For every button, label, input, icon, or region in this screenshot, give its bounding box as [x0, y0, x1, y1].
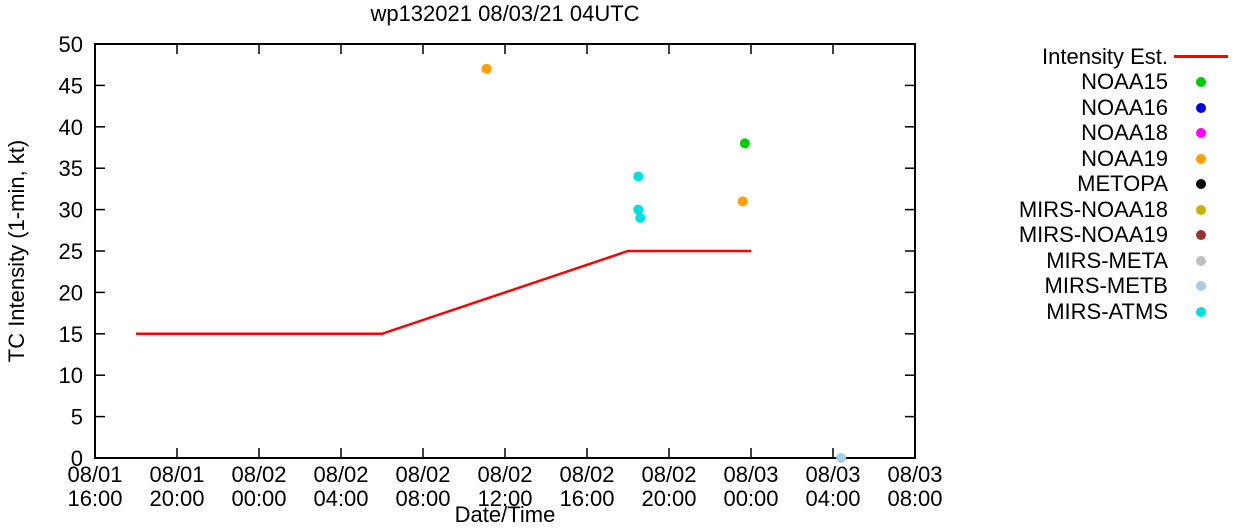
x-tick-label-date: 08/02 [395, 462, 450, 487]
x-tick-label-date: 08/03 [805, 462, 860, 487]
x-axis-label: Date/Time [454, 502, 556, 527]
legend-label-noaa18: NOAA18 [1081, 120, 1168, 146]
y-tick-label: 45 [59, 73, 83, 98]
x-tick-label-time: 16:00 [559, 486, 614, 511]
x-tick-label-date: 08/02 [231, 462, 286, 487]
legend-label-mirs-metb: MIRS-METB [1044, 273, 1168, 299]
data-point-noaa15 [739, 138, 750, 149]
legend-label-mirs-meta: MIRS-META [1046, 247, 1168, 273]
legend-item-mirs-noaa18: MIRS-NOAA18 [972, 197, 1234, 223]
x-tick-label-time: 12:00 [477, 486, 532, 511]
legend-label-metopa: METOPA [1077, 171, 1168, 197]
legend-line-sample-icon [1168, 55, 1234, 59]
legend-item-mirs-noaa19: MIRS-NOAA19 [972, 222, 1234, 249]
legend-dot-icon [1168, 230, 1234, 241]
y-tick-label: 40 [59, 115, 83, 140]
legend-item-mirs-atms: MIRS-ATMS [972, 299, 1234, 325]
x-tick-label-date: 08/02 [559, 462, 614, 487]
y-tick-label: 20 [59, 280, 83, 305]
data-point-noaa19 [481, 63, 492, 74]
legend-item-metopa: METOPA [972, 171, 1234, 198]
legend-label-mirs-noaa19: MIRS-NOAA19 [1018, 222, 1168, 248]
legend-item-mirs-metb: MIRS-METB [972, 273, 1234, 300]
x-tick-label-time: 20:00 [641, 486, 696, 511]
legend-label-intensity-est: Intensity Est. [1042, 43, 1168, 69]
series-line-intensity-est [136, 249, 751, 336]
y-tick-label: 30 [59, 198, 83, 223]
x-tick-label-date: 08/02 [313, 462, 368, 487]
x-tick-label-time: 16:00 [67, 486, 122, 511]
legend-dot-icon [1168, 128, 1234, 139]
x-tick-label-date: 08/02 [641, 462, 696, 487]
y-tick-label: 25 [59, 239, 83, 264]
legend-label-mirs-atms: MIRS-ATMS [1046, 298, 1168, 324]
x-tick-label-date: 08/01 [149, 462, 204, 487]
legend-item-mirs-meta: MIRS-META [972, 248, 1234, 274]
x-tick-label-time: 04:00 [313, 486, 368, 511]
legend-dot-icon [1168, 102, 1234, 113]
legend-dot-icon [1168, 179, 1234, 190]
data-point-mirs-metb [836, 453, 847, 463]
x-tick-label-time: 08:00 [887, 486, 942, 511]
legend-label-noaa15: NOAA15 [1081, 69, 1168, 95]
x-tick-label-date: 08/02 [477, 462, 532, 487]
legend-item-noaa19: NOAA19 [972, 146, 1234, 172]
legend-label-noaa19: NOAA19 [1081, 145, 1168, 171]
legend-dot-icon [1168, 306, 1234, 317]
legend-item-noaa18: NOAA18 [972, 120, 1234, 147]
legend-label-mirs-noaa18: MIRS-NOAA18 [1018, 196, 1168, 222]
plot-border [94, 43, 916, 459]
legend-item-noaa16: NOAA16 [972, 95, 1234, 121]
y-tick-label: 35 [59, 156, 83, 181]
x-tick-label-date: 08/01 [67, 462, 122, 487]
y-tick-label: 15 [59, 322, 83, 347]
data-point-noaa19 [737, 196, 748, 207]
legend-dot-icon [1168, 153, 1234, 164]
x-tick-label-time: 00:00 [723, 486, 778, 511]
data-point-mirs-atms [635, 212, 646, 223]
y-tick-label: 50 [59, 32, 83, 57]
legend-dot-icon [1168, 204, 1234, 215]
y-tick-label: 0 [71, 446, 83, 471]
legend-dot-icon [1168, 281, 1234, 292]
legend-item-intensity-est: Intensity Est. [972, 44, 1234, 70]
legend-label-noaa16: NOAA16 [1081, 94, 1168, 120]
y-tick-label: 10 [59, 363, 83, 388]
legend-dot-icon [1168, 255, 1234, 266]
data-point-mirs-atms [633, 171, 644, 182]
x-tick-label-date: 08/03 [887, 462, 942, 487]
legend-dot-icon [1168, 77, 1234, 88]
x-tick-label-time: 04:00 [805, 486, 860, 511]
legend: Intensity Est. NOAA15 NOAA16 NOAA18 NOAA19 ME… [972, 44, 1234, 325]
x-tick-label-time: 20:00 [149, 486, 204, 511]
x-tick-label-time: 00:00 [231, 486, 286, 511]
legend-item-noaa15: NOAA15 [972, 69, 1234, 96]
chart-title: wp132021 08/03/21 04UTC [370, 1, 640, 26]
x-tick-label-date: 08/03 [723, 462, 778, 487]
y-tick-label: 5 [71, 405, 83, 430]
x-tick-label-time: 08:00 [395, 486, 450, 511]
data-point-mirs-atms [633, 204, 644, 215]
